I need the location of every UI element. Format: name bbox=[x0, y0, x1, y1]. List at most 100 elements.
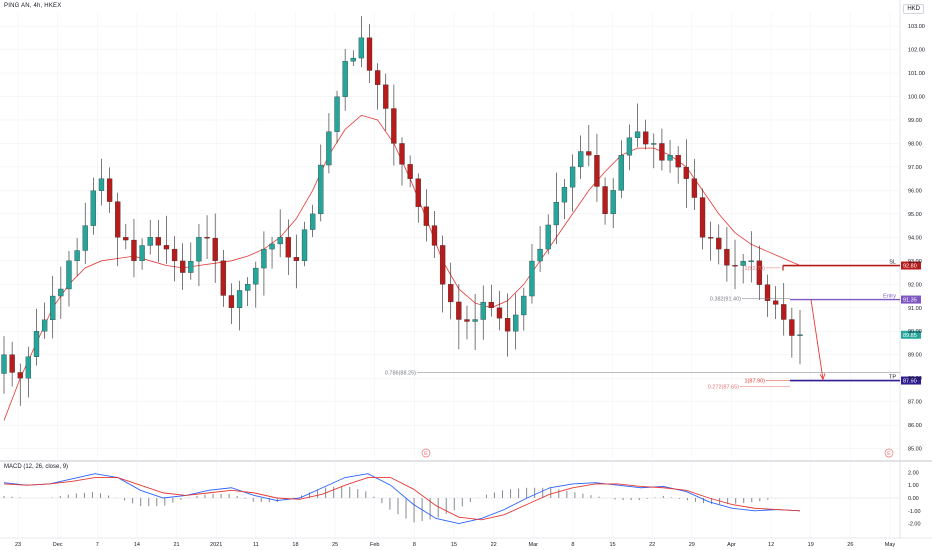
event-marker bbox=[884, 448, 894, 458]
candle-body bbox=[472, 319, 478, 322]
candle-body bbox=[431, 225, 438, 246]
candle-body bbox=[423, 206, 430, 226]
candle-body bbox=[41, 319, 48, 332]
tp-tag-label: 87.90 bbox=[903, 379, 917, 385]
candle-body bbox=[180, 260, 186, 273]
candle bbox=[350, 50, 356, 67]
candle-body bbox=[236, 290, 243, 308]
price-tick-label: 103.00 bbox=[908, 24, 925, 30]
candle-body bbox=[675, 155, 681, 168]
candle-body bbox=[415, 178, 421, 207]
candle-body bbox=[366, 37, 373, 71]
candle-body bbox=[480, 301, 486, 320]
time-tick-label: 22 bbox=[649, 542, 655, 548]
candle-body bbox=[391, 108, 397, 144]
candle-body bbox=[610, 190, 616, 215]
candle-body bbox=[139, 245, 145, 261]
candle bbox=[301, 221, 308, 267]
time-tick-label: 25 bbox=[332, 542, 338, 548]
candle-body bbox=[724, 248, 730, 266]
price-tick-label: 99.00 bbox=[908, 118, 922, 124]
time-tick-label: 15 bbox=[609, 542, 615, 548]
candle-body bbox=[123, 237, 129, 241]
price-tick-label: 102.00 bbox=[908, 48, 925, 54]
candle-body bbox=[537, 248, 543, 262]
candle-body bbox=[448, 284, 454, 303]
candle bbox=[212, 213, 218, 283]
candlestick-series bbox=[1, 16, 803, 406]
candle-body bbox=[228, 295, 235, 308]
candle-body bbox=[586, 151, 592, 156]
candle-body bbox=[504, 318, 511, 332]
price-tick-label: 97.00 bbox=[908, 165, 922, 171]
candle-body bbox=[374, 70, 381, 85]
candle-body bbox=[310, 213, 316, 230]
event-marker bbox=[421, 448, 431, 458]
candle bbox=[123, 223, 129, 250]
candle-body bbox=[521, 295, 527, 316]
candle-body bbox=[797, 334, 803, 336]
candle bbox=[537, 226, 543, 273]
price-tick-label: 98.00 bbox=[908, 141, 922, 147]
entry-tag-label: 91.35 bbox=[903, 298, 917, 304]
candle-body bbox=[634, 131, 641, 138]
macd-tick-label: 2.00 bbox=[908, 470, 919, 476]
candle-body bbox=[464, 319, 470, 322]
fib-0272-label: 0.272(87.65) bbox=[708, 384, 739, 390]
candle bbox=[25, 346, 32, 398]
candle bbox=[740, 253, 746, 284]
candle bbox=[610, 178, 616, 229]
candle bbox=[1, 336, 7, 394]
price-tick-label: 91.00 bbox=[908, 306, 922, 312]
candle bbox=[781, 283, 787, 336]
fib-0382-label: 0.382(91.40) bbox=[710, 296, 741, 302]
candle-body bbox=[699, 197, 706, 238]
candle bbox=[383, 73, 389, 131]
candle-body bbox=[334, 96, 340, 132]
fib-0786-label: 0.786(88.25) bbox=[385, 370, 416, 376]
candle-body bbox=[529, 260, 535, 297]
candle bbox=[358, 16, 365, 68]
candle-body bbox=[196, 237, 202, 262]
candle bbox=[699, 188, 706, 250]
symbol-title: PING AN, 4h, HKEX bbox=[4, 3, 62, 9]
candle bbox=[253, 261, 259, 308]
candle bbox=[220, 250, 226, 307]
price-tick-label: 96.00 bbox=[908, 188, 922, 194]
candle bbox=[488, 284, 494, 317]
tp-tag bbox=[901, 376, 921, 385]
sl-tag bbox=[901, 261, 921, 270]
candle bbox=[464, 305, 470, 340]
macd-line bbox=[3, 473, 801, 525]
candle bbox=[310, 204, 316, 238]
candle bbox=[716, 224, 722, 265]
candle-body bbox=[204, 237, 210, 239]
target-arrow-head bbox=[819, 373, 826, 381]
currency-badge[interactable]: HKD bbox=[903, 4, 924, 14]
time-tick-label: 15 bbox=[451, 542, 457, 548]
candle bbox=[626, 124, 633, 171]
time-tick-label: 2021 bbox=[210, 542, 222, 548]
candle-body bbox=[245, 284, 251, 291]
candle-body bbox=[496, 307, 503, 319]
candle bbox=[180, 243, 186, 290]
candle bbox=[50, 275, 56, 339]
candle bbox=[277, 209, 283, 258]
price-tick-label: 94.00 bbox=[908, 235, 922, 241]
candle bbox=[318, 144, 324, 222]
candle-body bbox=[58, 288, 64, 297]
entry-label: Entry bbox=[883, 294, 896, 300]
candle-body bbox=[293, 257, 300, 261]
event-marker-label: E bbox=[887, 451, 891, 457]
price-tick-label: 93.00 bbox=[908, 259, 922, 265]
candle bbox=[569, 154, 576, 212]
event-marker-label: E bbox=[424, 451, 428, 457]
candle bbox=[334, 90, 340, 144]
time-tick-label: 18 bbox=[292, 542, 298, 548]
candle-body bbox=[147, 237, 153, 246]
time-tick-label: 29 bbox=[689, 542, 695, 548]
target-arrow bbox=[810, 299, 824, 380]
price-tick-label: 89.00 bbox=[908, 353, 922, 359]
candle bbox=[521, 287, 527, 331]
